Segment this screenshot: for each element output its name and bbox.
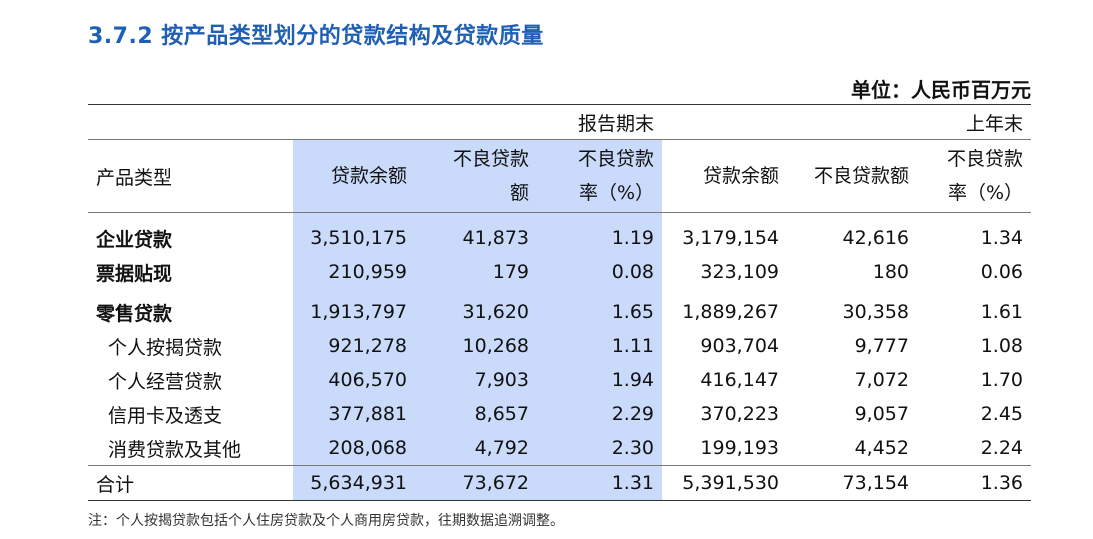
table-cell: 30,358 bbox=[842, 301, 909, 323]
total-cell: 5,391,530 bbox=[662, 465, 787, 501]
header-prev-loan-balance: 贷款余额 bbox=[662, 139, 787, 213]
page-title: 3.7.2 按产品类型划分的贷款结构及贷款质量 bbox=[88, 24, 544, 49]
table-cell: 370,223 bbox=[700, 403, 779, 425]
period-current: 报告期末 bbox=[293, 104, 662, 140]
table-cell: 4,792 bbox=[415, 431, 537, 466]
row-label: 票据贴现 bbox=[96, 262, 173, 285]
table-cell: 1,889,267 bbox=[682, 301, 779, 323]
table-cell: 10,268 bbox=[415, 329, 537, 363]
table-cell: 921,278 bbox=[293, 329, 415, 363]
table-cell: 179 bbox=[415, 255, 537, 289]
period-blank-cell bbox=[88, 104, 293, 140]
table-body: 企业贷款 3,510,175 41,873 1.19 3,179,154 42,616 1.… bbox=[88, 212, 1031, 466]
table-cell: 7,903 bbox=[415, 363, 537, 397]
header-npl-ratio-line2: 率（%） bbox=[578, 182, 654, 204]
table-cell: 2.45 bbox=[980, 403, 1024, 425]
table-cell: 4,452 bbox=[854, 437, 909, 459]
table-cell: 3,510,175 bbox=[293, 212, 415, 255]
table-row: 信用卡及透支 377,881 8,657 2.29 370,223 9,057 2.45 bbox=[88, 397, 1031, 431]
table-row: 个人经营贷款 406,570 7,903 1.94 416,147 7,072 1.70 bbox=[88, 363, 1031, 397]
table-cell: 1.11 bbox=[537, 329, 662, 363]
loan-structure-table: 报告期末 上年末 产品类型 贷款余额 不良贷款额 不良贷款率（%） 贷款余额 不… bbox=[88, 104, 1032, 501]
table-cell: 2.30 bbox=[537, 431, 662, 466]
table-cell: 42,616 bbox=[842, 227, 909, 249]
table-cell: 323,109 bbox=[700, 261, 779, 283]
header-prev-npl-amount: 不良贷款额 bbox=[787, 139, 917, 213]
table-cell: 406,570 bbox=[293, 363, 415, 397]
table-cell: 0.06 bbox=[980, 261, 1024, 283]
column-header-row: 产品类型 贷款余额 不良贷款额 不良贷款 率（%） 贷款余额 不良贷款额 不良贷款… bbox=[88, 139, 1032, 213]
table-row: 企业贷款 3,510,175 41,873 1.19 3,179,154 42,616 1.… bbox=[88, 212, 1031, 255]
period-previous: 上年末 bbox=[662, 104, 1032, 140]
table-row: 零售贷款 1,913,797 31,620 1.65 1,889,267 30,358 1.… bbox=[88, 289, 1031, 329]
header-prev-npl-ratio: 不良贷款率（%） bbox=[917, 139, 1032, 213]
total-cell: 5,634,931 bbox=[293, 465, 415, 501]
table-cell: 903,704 bbox=[700, 335, 779, 357]
table-cell: 2.24 bbox=[980, 437, 1024, 459]
footnote: 注：个人按揭贷款包括个人住房贷款及个人商用房贷款，往期数据追溯调整。 bbox=[88, 513, 564, 529]
total-cell: 1.36 bbox=[917, 465, 1032, 501]
table-cell: 3,179,154 bbox=[682, 227, 779, 249]
header-npl-ratio: 不良贷款率（%） bbox=[537, 139, 662, 213]
total-label: 合计 bbox=[88, 465, 293, 501]
table-cell: 208,068 bbox=[293, 431, 415, 466]
row-label: 个人按揭贷款 bbox=[108, 336, 223, 359]
table-row: 消费贷款及其他 208,068 4,792 2.30 199,193 4,452 2.24 bbox=[88, 431, 1031, 466]
table-cell: 2.29 bbox=[537, 397, 662, 431]
table-cell: 7,072 bbox=[854, 369, 909, 391]
row-label: 个人经营贷款 bbox=[108, 370, 223, 393]
total-row: 合计 5,634,931 73,672 1.31 5,391,530 73,15… bbox=[88, 465, 1032, 501]
table-cell: 9,777 bbox=[854, 335, 909, 357]
row-label: 企业贷款 bbox=[96, 228, 173, 251]
table-cell: 9,057 bbox=[854, 403, 909, 425]
table-cell: 1,913,797 bbox=[293, 289, 415, 329]
loan-table-wrapper: 报告期末 上年末 产品类型 贷款余额 不良贷款额 不良贷款率（%） 贷款余额 不… bbox=[88, 104, 1032, 501]
row-label: 消费贷款及其他 bbox=[108, 438, 242, 461]
table-cell: 31,620 bbox=[415, 289, 537, 329]
table-cell: 1.08 bbox=[980, 335, 1024, 357]
header-loan-balance: 贷款余额 bbox=[293, 139, 415, 213]
table-cell: 210,959 bbox=[293, 255, 415, 289]
table-cell: 180 bbox=[872, 261, 909, 283]
table-cell: 41,873 bbox=[415, 212, 537, 255]
table-cell: 377,881 bbox=[293, 397, 415, 431]
header-product-type: 产品类型 bbox=[88, 139, 293, 213]
row-label: 零售贷款 bbox=[96, 302, 173, 325]
table-cell: 1.70 bbox=[980, 369, 1024, 391]
table-row: 个人按揭贷款 921,278 10,268 1.11 903,704 9,777 1.08 bbox=[88, 329, 1031, 363]
header-prev-npl-ratio-line2: 率（%） bbox=[947, 182, 1024, 204]
table-cell: 199,193 bbox=[700, 437, 779, 459]
table-cell: 1.65 bbox=[537, 289, 662, 329]
header-npl-amount: 不良贷款额 bbox=[415, 139, 537, 213]
total-cell: 73,672 bbox=[415, 465, 537, 501]
header-npl-amount-line2: 额 bbox=[509, 182, 529, 204]
table-cell: 8,657 bbox=[415, 397, 537, 431]
header-npl-amount-line1: 不良贷款 bbox=[452, 148, 529, 170]
table-cell: 1.34 bbox=[980, 227, 1024, 249]
table-cell: 416,147 bbox=[700, 369, 779, 391]
table-cell: 0.08 bbox=[537, 255, 662, 289]
table-cell: 1.61 bbox=[980, 301, 1024, 323]
total-cell: 73,154 bbox=[787, 465, 917, 501]
row-label: 信用卡及透支 bbox=[108, 404, 223, 427]
unit-label: 单位：人民币百万元 bbox=[851, 78, 1031, 102]
total-cell: 1.31 bbox=[537, 465, 662, 501]
period-header-row: 报告期末 上年末 bbox=[88, 104, 1032, 140]
table-row: 票据贴现 210,959 179 0.08 323,109 180 0.06 bbox=[88, 255, 1031, 289]
table-cell: 1.94 bbox=[537, 363, 662, 397]
header-npl-ratio-line1: 不良贷款 bbox=[577, 148, 654, 170]
header-prev-npl-ratio-line1: 不良贷款 bbox=[947, 148, 1024, 170]
table-cell: 1.19 bbox=[537, 212, 662, 255]
